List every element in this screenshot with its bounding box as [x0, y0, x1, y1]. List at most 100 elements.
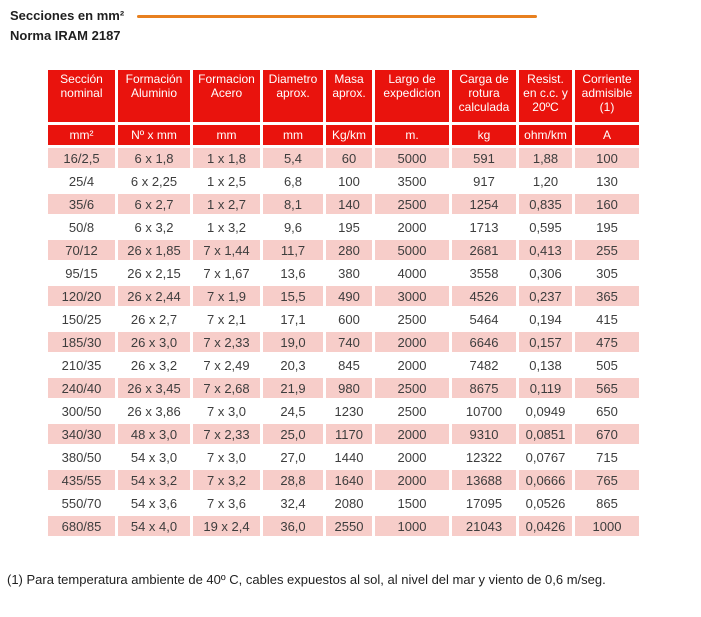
table-cell: 0,0767: [519, 447, 572, 467]
table-cell: 2500: [375, 194, 449, 214]
table-cell: 185/30: [48, 332, 115, 352]
column-header: Corriente admisible (1): [575, 70, 639, 122]
table-cell: 7 x 3,0: [193, 447, 260, 467]
table-cell: 10700: [452, 401, 516, 421]
title-row: Secciones en mm²: [0, 0, 701, 23]
table-cell: 7 x 3,0: [193, 401, 260, 421]
accent-divider-line: [137, 15, 538, 18]
table-cell: 865: [575, 493, 639, 513]
table-cell: 26 x 3,86: [118, 401, 190, 421]
table-cell: 4526: [452, 286, 516, 306]
table-cell: 9,6: [263, 217, 323, 237]
table-cell: 2500: [375, 309, 449, 329]
table-cell: 1 x 3,2: [193, 217, 260, 237]
table-cell: 0,413: [519, 240, 572, 260]
table-cell: 150/25: [48, 309, 115, 329]
table-row: 435/55 54 x 3,2 7 x 3,2 28,8 1640 2000 13688 0,…: [48, 470, 639, 490]
table-cell: 300/50: [48, 401, 115, 421]
table-cell: 26 x 3,2: [118, 355, 190, 375]
table-cell: 26 x 2,15: [118, 263, 190, 283]
table-cell: 100: [326, 171, 372, 191]
table-cell: 195: [326, 217, 372, 237]
table-cell: 3000: [375, 286, 449, 306]
table-cell: 0,0949: [519, 401, 572, 421]
header-row: Sección nominal Formación Aluminio Formaci…: [48, 70, 639, 122]
table-cell: 650: [575, 401, 639, 421]
table-cell: 5000: [375, 148, 449, 168]
table-cell: 2000: [375, 217, 449, 237]
table-cell: 24,5: [263, 401, 323, 421]
column-header: Sección nominal: [48, 70, 115, 122]
column-unit: mm²: [48, 125, 115, 145]
table-row: 340/30 48 x 3,0 7 x 2,33 25,0 1170 2000 9310 0,…: [48, 424, 639, 444]
table-cell: 6 x 2,7: [118, 194, 190, 214]
table-body: 16/2,5 6 x 1,8 1 x 1,8 5,4 60 5000 591 1,88 100 2…: [48, 148, 639, 536]
table-cell: 9310: [452, 424, 516, 444]
table-cell: 7 x 2,68: [193, 378, 260, 398]
table-cell: 7 x 2,49: [193, 355, 260, 375]
table-cell: 565: [575, 378, 639, 398]
table-cell: 100: [575, 148, 639, 168]
table-cell: 6 x 1,8: [118, 148, 190, 168]
table-cell: 305: [575, 263, 639, 283]
table-header: Sección nominal Formación Aluminio Formaci…: [48, 70, 639, 145]
table-cell: 26 x 2,44: [118, 286, 190, 306]
table-cell: 7 x 1,67: [193, 263, 260, 283]
table-cell: 240/40: [48, 378, 115, 398]
table-cell: 340/30: [48, 424, 115, 444]
table-cell: 4000: [375, 263, 449, 283]
table-cell: 0,0426: [519, 516, 572, 536]
table-cell: 280: [326, 240, 372, 260]
table-cell: 19,0: [263, 332, 323, 352]
table-cell: 415: [575, 309, 639, 329]
table-cell: 1000: [375, 516, 449, 536]
column-header: Formacion Acero: [193, 70, 260, 122]
table-cell: 0,835: [519, 194, 572, 214]
table-row: 50/8 6 x 3,2 1 x 3,2 9,6 195 2000 1713 0,595 195: [48, 217, 639, 237]
table-cell: 54 x 4,0: [118, 516, 190, 536]
column-unit: Nº x mm: [118, 125, 190, 145]
table-cell: 1640: [326, 470, 372, 490]
table-cell: 0,194: [519, 309, 572, 329]
table-cell: 19 x 2,4: [193, 516, 260, 536]
table-cell: 1500: [375, 493, 449, 513]
sections-table: Sección nominal Formación Aluminio Formaci…: [45, 67, 642, 539]
table-cell: 1713: [452, 217, 516, 237]
table-cell: 380: [326, 263, 372, 283]
table-cell: 1254: [452, 194, 516, 214]
table-cell: 26 x 3,45: [118, 378, 190, 398]
table-cell: 6 x 2,25: [118, 171, 190, 191]
table-cell: 140: [326, 194, 372, 214]
table-cell: 95/15: [48, 263, 115, 283]
table-cell: 7 x 2,33: [193, 424, 260, 444]
column-unit: A: [575, 125, 639, 145]
table-cell: 54 x 3,2: [118, 470, 190, 490]
table-row: 210/35 26 x 3,2 7 x 2,49 20,3 845 2000 7482 0,1…: [48, 355, 639, 375]
table-cell: 7 x 1,44: [193, 240, 260, 260]
table-cell: 550/70: [48, 493, 115, 513]
table-row: 95/15 26 x 2,15 7 x 1,67 13,6 380 4000 3558 0,3…: [48, 263, 639, 283]
footnote: (1) Para temperatura ambiente de 40º C, …: [7, 572, 606, 587]
table-cell: 5464: [452, 309, 516, 329]
table-cell: 35/6: [48, 194, 115, 214]
table-cell: 50/8: [48, 217, 115, 237]
table-cell: 0,595: [519, 217, 572, 237]
table-cell: 15,5: [263, 286, 323, 306]
column-header: Resist. en c.c. y 20ºC: [519, 70, 572, 122]
table-cell: 1230: [326, 401, 372, 421]
table-row: 70/12 26 x 1,85 7 x 1,44 11,7 280 5000 2681 0,4…: [48, 240, 639, 260]
table-cell: 54 x 3,0: [118, 447, 190, 467]
column-unit: mm: [193, 125, 260, 145]
table-cell: 7 x 3,6: [193, 493, 260, 513]
unit-row: mm² Nº x mm mm mm Kg/km m. kg ohm/km A: [48, 125, 639, 145]
table-cell: 475: [575, 332, 639, 352]
table-cell: 0,0666: [519, 470, 572, 490]
column-unit: mm: [263, 125, 323, 145]
table-cell: 1440: [326, 447, 372, 467]
table-cell: 25/4: [48, 171, 115, 191]
table-cell: 13688: [452, 470, 516, 490]
table-row: 120/20 26 x 2,44 7 x 1,9 15,5 490 3000 4526 0,2…: [48, 286, 639, 306]
table-cell: 21,9: [263, 378, 323, 398]
table-cell: 2500: [375, 401, 449, 421]
